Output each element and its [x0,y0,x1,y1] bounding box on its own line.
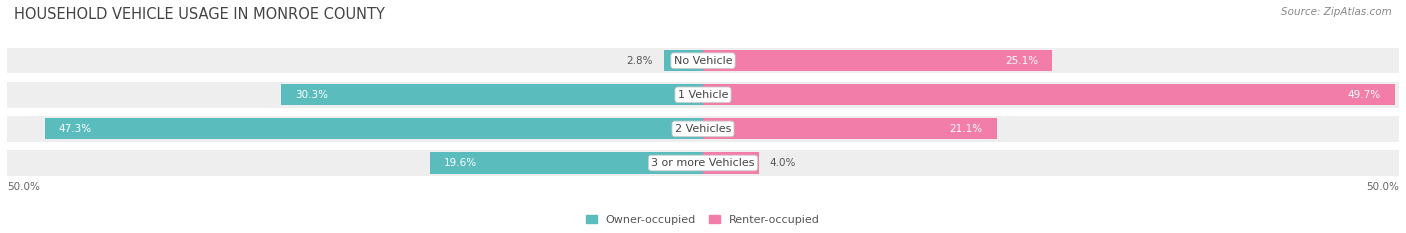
Text: 2 Vehicles: 2 Vehicles [675,124,731,134]
Bar [7,48,703,73]
Bar [703,50,1052,71]
Bar [703,84,1395,105]
Bar [7,150,703,176]
Text: No Vehicle: No Vehicle [673,56,733,66]
Text: 50.0%: 50.0% [1367,182,1399,192]
Text: Source: ZipAtlas.com: Source: ZipAtlas.com [1281,7,1392,17]
Bar [664,50,703,71]
Text: 21.1%: 21.1% [949,124,983,134]
Legend: Owner-occupied, Renter-occupied: Owner-occupied, Renter-occupied [581,210,825,229]
Bar [7,116,703,142]
Text: 30.3%: 30.3% [295,90,328,100]
Bar [430,152,703,174]
Bar [7,82,703,108]
Text: HOUSEHOLD VEHICLE USAGE IN MONROE COUNTY: HOUSEHOLD VEHICLE USAGE IN MONROE COUNTY [14,7,385,22]
Text: 3 or more Vehicles: 3 or more Vehicles [651,158,755,168]
Bar [45,118,703,140]
Text: 4.0%: 4.0% [770,158,796,168]
Text: 47.3%: 47.3% [59,124,91,134]
Text: 25.1%: 25.1% [1005,56,1039,66]
Bar [703,48,1399,73]
Bar [703,118,997,140]
Bar [703,82,1399,108]
Text: 1 Vehicle: 1 Vehicle [678,90,728,100]
Text: 2.8%: 2.8% [627,56,652,66]
Bar [703,152,759,174]
Bar [703,150,1399,176]
Text: 50.0%: 50.0% [7,182,39,192]
Bar [703,116,1399,142]
Text: 19.6%: 19.6% [444,158,477,168]
Bar [281,84,703,105]
Text: 49.7%: 49.7% [1348,90,1381,100]
